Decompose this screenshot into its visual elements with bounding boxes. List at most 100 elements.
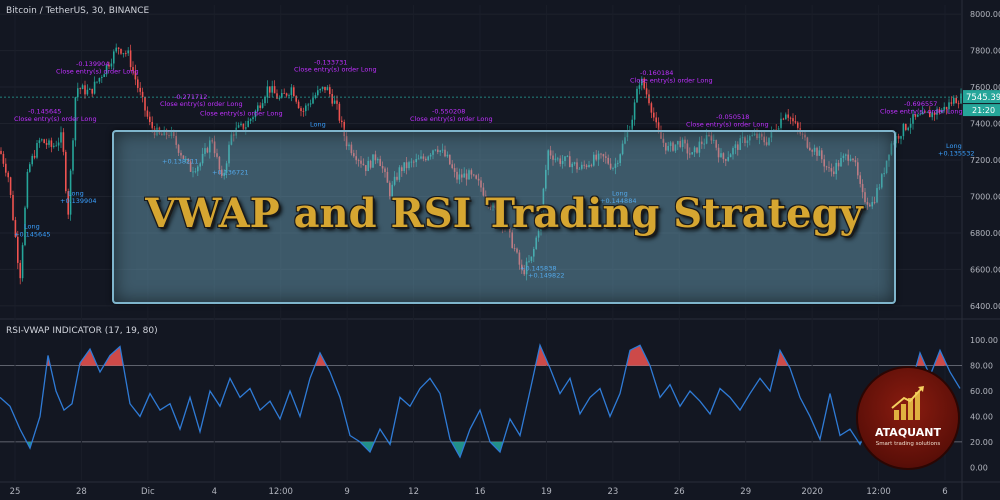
overbought-fill [634,347,636,366]
overbought-fill [82,357,84,366]
candle-body [98,77,101,82]
long-order-label: Long [68,190,84,198]
symbol-title[interactable]: Bitcoin / TetherUS, 30, BINANCE [6,6,150,16]
candle-body [170,130,173,136]
candle-body [417,158,420,160]
candle-body [600,153,602,155]
rsi-tick-label: 20.00 [970,438,993,447]
candle-body [108,64,110,67]
candle-body [564,156,566,162]
exit-order-label: Close entry(s) order Long [200,109,283,117]
candle-body [876,188,878,203]
candle-body [475,175,477,179]
candle-body [458,174,461,180]
long-order-label: +0.149822 [528,272,564,280]
candle-body [314,95,317,98]
candle-body [833,171,835,175]
candle-body [720,153,722,158]
candle-body [931,112,933,118]
overbought-fill [112,351,114,366]
candle-body [26,171,29,208]
long-order-label: +0.144884 [600,197,636,205]
candle-body [146,110,149,117]
candle-body [451,164,453,169]
candle-body [823,159,825,167]
candle-body [557,158,559,160]
candle-body [96,81,98,83]
candle-body [763,136,765,143]
candle-body [216,153,218,157]
candle-body [17,236,19,263]
candle-body [341,120,343,123]
candle-body [905,123,907,130]
candle-body [177,144,180,153]
price-tick-label: 8000.00 [970,10,1000,19]
candle-body [943,106,945,110]
candle-body [806,137,809,148]
candle-body [881,174,883,188]
candle-body [602,154,605,157]
candle-body [917,114,919,117]
candle-body [617,162,619,164]
candle-body [134,70,137,80]
axes: 8000.00 7800.00 7600.00 7400.00 7200.00 7000.… [10,10,1000,497]
long-order-label: Long [612,190,628,198]
candle-body [914,114,917,117]
candle-body [722,153,725,160]
candle-body [900,136,902,139]
time-tick-label: 12:00 [866,487,891,497]
exit-order-label: -0.271712 [174,93,207,101]
candle-body [645,88,648,95]
candle-body [393,176,396,185]
candle-body [792,118,794,122]
price-candles [0,43,962,285]
candle-body [379,158,381,167]
candle-body [408,162,410,169]
time-tick-label: Dic [141,487,155,497]
candle-body [213,141,216,154]
exit-order-label: Close entry(s) order Long [56,67,139,75]
candle-body [727,157,729,161]
candle-body [50,140,53,147]
candle-body [595,154,597,160]
candle-body [941,109,943,113]
candle-body [552,155,554,160]
time-tick-label: 16 [475,487,486,497]
candle-body [465,173,468,180]
time-tick-label: 12:00 [268,487,293,497]
overbought-fill [638,345,640,366]
candle-body [168,135,170,136]
candle-body [86,89,89,95]
rsi-vwap-line [0,343,961,459]
candle-body [571,163,573,168]
candle-body [84,85,86,95]
candle-body [765,142,768,145]
exit-order-label: -0.160184 [640,69,673,77]
oversold-fill [460,441,462,458]
candle-body [317,90,319,96]
bar-chart-icon [891,386,924,420]
candle-body [631,119,633,130]
candle-body [129,50,132,68]
candle-body [72,140,74,171]
candle-body [305,105,307,112]
time-tick-label: 2020 [801,487,823,497]
candle-body [420,156,422,159]
candle-body [439,150,441,153]
candle-body [415,158,417,163]
candle-body [660,131,662,139]
candle-body [252,117,254,120]
candle-body [446,154,449,157]
candle-body [960,93,962,104]
candle-body [396,176,398,180]
rsi-tick-label: 80.00 [970,362,993,371]
candle-body [787,114,789,118]
indicator-title[interactable]: RSI-VWAP INDICATOR (17, 19, 80) [6,326,158,336]
candle-body [770,130,773,138]
candle-body [110,63,113,67]
candle-body [300,108,302,111]
candle-body [713,140,715,141]
candle-body [57,142,60,146]
candle-body [41,139,43,141]
long-order-label: +0.136721 [212,169,248,177]
